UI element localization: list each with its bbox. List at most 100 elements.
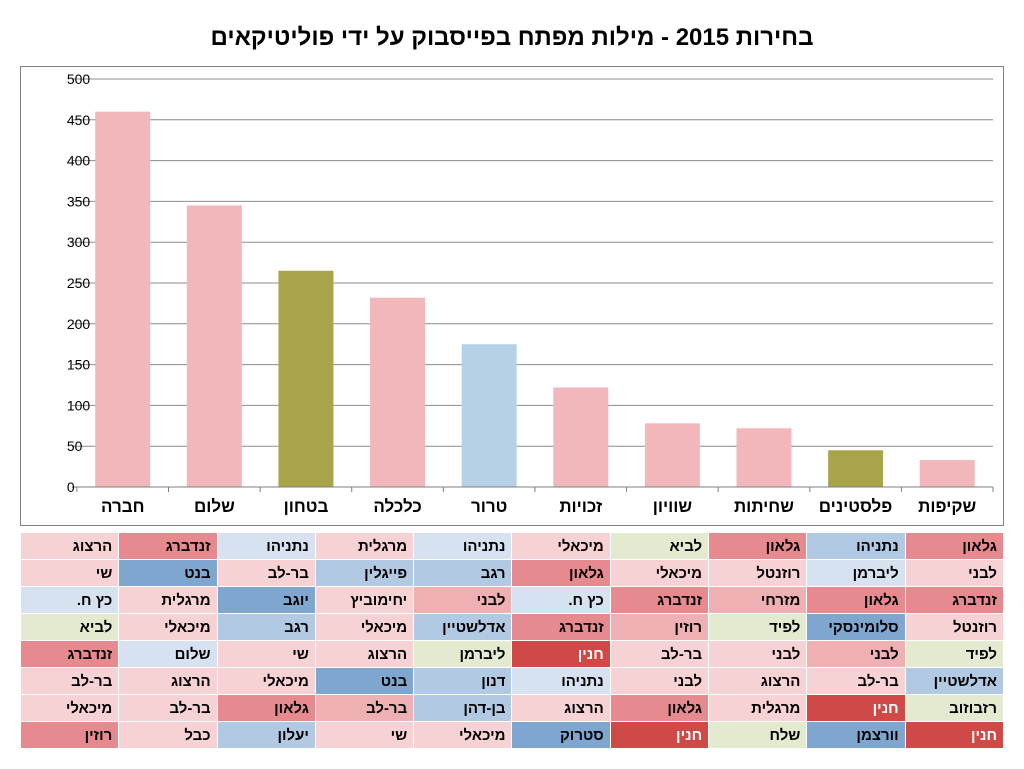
table-cell: בן-דהן [414, 695, 512, 722]
table-cell: מרגלית [119, 587, 217, 614]
table-cell: גלאון [512, 560, 610, 587]
table-cell: מיכאלי [414, 722, 512, 749]
category-label: כלכלה [352, 493, 444, 525]
table-cell: זנדברג [512, 614, 610, 641]
svg-text:150: 150 [67, 357, 91, 373]
category-label: שוויון [627, 493, 719, 525]
table-cell: רוזין [21, 722, 119, 749]
table-cell: דנון [414, 668, 512, 695]
table-cell: חנין [905, 722, 1003, 749]
table-row: לביאמיכאלירגבמיכאליאדלשטייןזנדברגרוזיןלפ… [21, 614, 1004, 641]
table-cell: מיכאלי [610, 560, 708, 587]
table-cell: רוזנטל [905, 614, 1003, 641]
table-cell: מיכאלי [119, 614, 217, 641]
table-cell: שי [217, 641, 315, 668]
table-cell: גלאון [217, 695, 315, 722]
table-cell: הרצוג [119, 668, 217, 695]
table-cell: מרגלית [315, 533, 413, 560]
table-cell: רגב [414, 560, 512, 587]
table-row: זנדברגשלוםשיהרצוגליברמןחניןבר-לבלבנילבני… [21, 641, 1004, 668]
table-row: שיבנטבר-לבפייגליןרגבגלאוןמיכאלירוזנטלליב… [21, 560, 1004, 587]
table-row: רוזיןכבליעלוןשימיכאליסטרוקחניןשלחוורצמןח… [21, 722, 1004, 749]
table-cell: זנדברג [21, 641, 119, 668]
table-cell: כץ ח. [21, 587, 119, 614]
table-cell: פייגלין [315, 560, 413, 587]
table-cell: לפיד [709, 614, 807, 641]
svg-text:300: 300 [67, 234, 91, 250]
table-cell: זנדברג [610, 587, 708, 614]
table-cell: לפיד [905, 641, 1003, 668]
table-cell: רגב [217, 614, 315, 641]
table-cell: כץ ח. [512, 587, 610, 614]
category-label: זכויות [535, 493, 627, 525]
table-row: בר-לבהרצוגמיכאליבנטדנוןנתניהולבניהרצוגבר… [21, 668, 1004, 695]
table-cell: יחימוביץ [315, 587, 413, 614]
table-cell: רוזנטל [709, 560, 807, 587]
table-cell: רוזין [610, 614, 708, 641]
table-cell: שי [21, 560, 119, 587]
table-cell: סלומינסקי [807, 614, 905, 641]
svg-text:450: 450 [67, 112, 91, 128]
chart-title: בחירות 2015 - מילות מפתח בפייסבוק על ידי… [20, 24, 1004, 52]
table-cell: שי [315, 722, 413, 749]
table-cell: לבני [709, 641, 807, 668]
table-cell: נתניהו [807, 533, 905, 560]
table-cell: ליברמן [414, 641, 512, 668]
table-cell: הרצוג [315, 641, 413, 668]
table-cell: בר-לב [610, 641, 708, 668]
table-cell: גלאון [905, 533, 1003, 560]
table-cell: בנט [119, 560, 217, 587]
table-cell: חנין [512, 641, 610, 668]
table-cell: אדלשטיין [414, 614, 512, 641]
table-cell: וורצמן [807, 722, 905, 749]
svg-text:200: 200 [67, 316, 91, 332]
chart-container: 050100150200250300350400450500 חברהשלוםב… [20, 66, 1004, 526]
table-cell: נתניהו [414, 533, 512, 560]
table-cell: מיכאלי [315, 614, 413, 641]
table-cell: בר-לב [315, 695, 413, 722]
table-cell: נתניהו [512, 668, 610, 695]
table-cell: זנדברג [905, 587, 1003, 614]
table-cell: לבני [414, 587, 512, 614]
table-cell: רזבוזוב [905, 695, 1003, 722]
table-cell: הרצוג [709, 668, 807, 695]
table-cell: אדלשטיין [905, 668, 1003, 695]
svg-text:100: 100 [67, 397, 91, 413]
table-row: הרצוגזנדברגנתניהומרגליתנתניהומיכאלילביאג… [21, 533, 1004, 560]
table-cell: לביא [610, 533, 708, 560]
category-label: טרור [443, 493, 535, 525]
table-cell: לבני [610, 668, 708, 695]
x-axis-labels: חברהשלוםבטחוןכלכלהטרורזכויותשוויוןשחיתות… [21, 493, 1003, 525]
table-cell: יעלון [217, 722, 315, 749]
table-cell: גלאון [807, 587, 905, 614]
table-cell: שלח [709, 722, 807, 749]
table-cell: יוגב [217, 587, 315, 614]
table-cell: לבני [905, 560, 1003, 587]
table-cell: חנין [807, 695, 905, 722]
table-cell: מזרחי [709, 587, 807, 614]
table-cell: חנין [610, 722, 708, 749]
table-cell: גלאון [709, 533, 807, 560]
table-cell: בנט [315, 668, 413, 695]
table-cell: בר-לב [21, 668, 119, 695]
table-cell: מיכאלי [21, 695, 119, 722]
table-cell: זנדברג [119, 533, 217, 560]
table-cell: כבל [119, 722, 217, 749]
table-cell: מיכאלי [512, 533, 610, 560]
svg-text:400: 400 [67, 153, 91, 169]
table-cell: לביא [21, 614, 119, 641]
table-cell: מרגלית [709, 695, 807, 722]
svg-text:250: 250 [67, 275, 91, 291]
table-cell: ליברמן [807, 560, 905, 587]
svg-text:350: 350 [67, 193, 91, 209]
table-cell: בר-לב [217, 560, 315, 587]
table-cell: נתניהו [217, 533, 315, 560]
table-cell: מיכאלי [217, 668, 315, 695]
category-label: שקיפות [901, 493, 993, 525]
category-label: שלום [169, 493, 261, 525]
table-cell: שלום [119, 641, 217, 668]
table-cell: בר-לב [807, 668, 905, 695]
category-label: שחיתות [718, 493, 810, 525]
table-cell: בר-לב [119, 695, 217, 722]
category-label: בטחון [260, 493, 352, 525]
